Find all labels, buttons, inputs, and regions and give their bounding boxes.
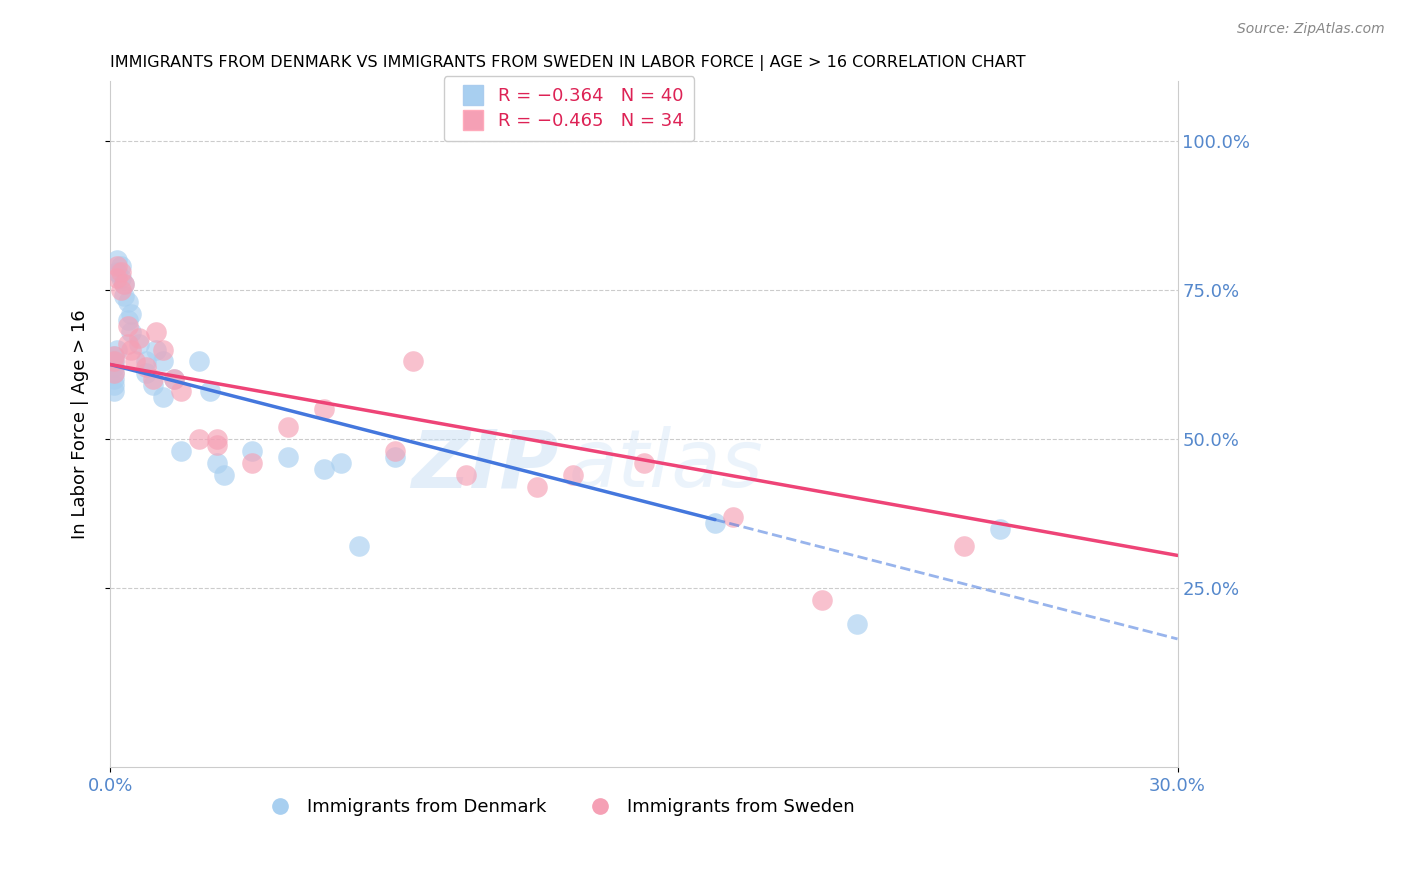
Point (526, 480, 548, 494)
Point (110, 265, 132, 279)
Point (117, 312, 139, 326)
Point (401, 354, 423, 368)
Point (454, 467, 477, 482)
Point (103, 354, 125, 368)
Point (110, 259, 132, 273)
Point (103, 360, 125, 375)
Point (135, 354, 157, 368)
Point (704, 516, 727, 530)
Point (152, 390, 174, 404)
Point (142, 378, 165, 392)
Y-axis label: In Labor Force | Age > 16: In Labor Force | Age > 16 (72, 310, 89, 539)
Point (188, 432, 211, 446)
Point (810, 593, 832, 607)
Text: IMMIGRANTS FROM DENMARK VS IMMIGRANTS FROM SWEDEN IN LABOR FORCE | AGE > 16 CORR: IMMIGRANTS FROM DENMARK VS IMMIGRANTS FR… (110, 55, 1026, 71)
Point (128, 330, 150, 344)
Point (347, 540, 370, 554)
Point (103, 349, 125, 363)
Point (103, 378, 125, 392)
Point (277, 450, 299, 464)
Point (120, 343, 142, 357)
Point (384, 444, 406, 458)
Point (105, 259, 128, 273)
Point (105, 343, 128, 357)
Point (721, 509, 744, 524)
Text: Source: ZipAtlas.com: Source: ZipAtlas.com (1237, 22, 1385, 37)
Point (105, 253, 128, 268)
Point (135, 360, 157, 375)
Point (103, 367, 125, 381)
Text: ZIP: ZIP (411, 426, 558, 504)
Point (110, 271, 132, 285)
Point (170, 444, 193, 458)
Point (988, 522, 1011, 536)
Point (312, 462, 335, 476)
Point (135, 367, 157, 381)
Point (384, 450, 406, 464)
Point (198, 384, 221, 399)
Point (145, 343, 167, 357)
Point (152, 354, 174, 368)
Point (103, 349, 125, 363)
Point (242, 444, 264, 458)
Point (105, 265, 128, 279)
Point (277, 420, 299, 434)
Point (205, 456, 228, 470)
Point (103, 384, 125, 399)
Text: atlas: atlas (569, 426, 763, 504)
Point (117, 336, 139, 351)
Point (103, 372, 125, 386)
Point (205, 432, 228, 446)
Point (205, 438, 228, 452)
Point (128, 336, 150, 351)
Point (846, 617, 869, 632)
Point (212, 467, 235, 482)
Point (110, 283, 132, 297)
Point (163, 372, 186, 386)
Point (117, 318, 139, 333)
Point (312, 402, 335, 417)
Point (124, 354, 146, 368)
Point (103, 367, 125, 381)
Point (120, 307, 142, 321)
Point (152, 343, 174, 357)
Point (633, 456, 655, 470)
Legend: Immigrants from Denmark, Immigrants from Sweden: Immigrants from Denmark, Immigrants from… (254, 791, 862, 823)
Point (105, 271, 128, 285)
Point (163, 372, 186, 386)
Point (117, 294, 139, 309)
Point (170, 384, 193, 399)
Point (242, 456, 264, 470)
Point (330, 456, 353, 470)
Point (561, 467, 583, 482)
Point (120, 325, 142, 339)
Point (188, 354, 211, 368)
Point (112, 289, 135, 303)
Point (112, 277, 135, 291)
Point (112, 277, 135, 291)
Point (145, 325, 167, 339)
Point (103, 354, 125, 368)
Point (142, 372, 165, 386)
Point (953, 540, 976, 554)
